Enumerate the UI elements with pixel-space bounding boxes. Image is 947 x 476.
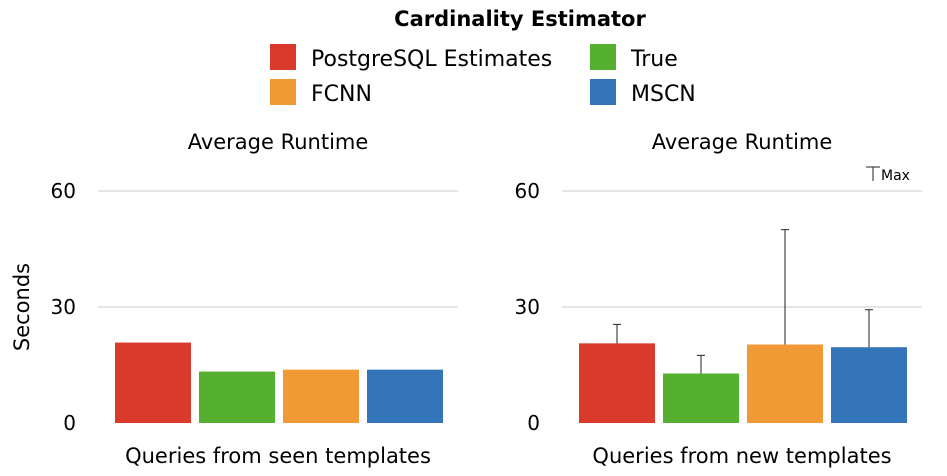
legend-title: Cardinality Estimator	[394, 7, 646, 31]
max-label: Max	[881, 168, 910, 184]
bar	[199, 371, 275, 423]
y-axis-label: Seconds	[10, 263, 34, 351]
panel-new-templates: Average Runtime 0 30 60 Queries from new tem…	[515, 130, 922, 468]
bar	[579, 343, 655, 423]
y-tick-label: 60	[51, 179, 76, 203]
bar	[283, 369, 359, 423]
bar	[831, 347, 907, 423]
x-axis-label: Queries from new templates	[592, 444, 891, 468]
legend: Cardinality Estimator PostgreSQL Estimat…	[270, 7, 696, 107]
bar	[367, 369, 443, 423]
legend-swatch-true	[590, 44, 616, 70]
legend-label-fcnn: FCNN	[311, 82, 372, 107]
bar	[663, 373, 739, 423]
y-tick-label: 60	[515, 179, 540, 203]
max-annotation: Max	[866, 166, 910, 184]
panel-title: Average Runtime	[188, 130, 369, 154]
bar	[115, 342, 191, 423]
y-tick-label: 30	[51, 295, 76, 319]
panel-seen-templates: Average Runtime 0 30 60 Queries from seen te…	[51, 130, 458, 468]
legend-swatch-mscn	[590, 79, 616, 105]
legend-label-postgresql: PostgreSQL Estimates	[311, 47, 552, 72]
legend-swatch-postgresql	[270, 44, 296, 70]
y-tick-label: 0	[527, 411, 540, 435]
y-tick-label: 30	[515, 295, 540, 319]
x-axis-label: Queries from seen templates	[125, 444, 431, 468]
legend-label-true: True	[630, 47, 678, 72]
legend-swatch-fcnn	[270, 79, 296, 105]
panel-title: Average Runtime	[652, 130, 833, 154]
legend-label-mscn: MSCN	[631, 82, 696, 107]
bar	[747, 344, 823, 423]
y-tick-label: 0	[63, 411, 76, 435]
